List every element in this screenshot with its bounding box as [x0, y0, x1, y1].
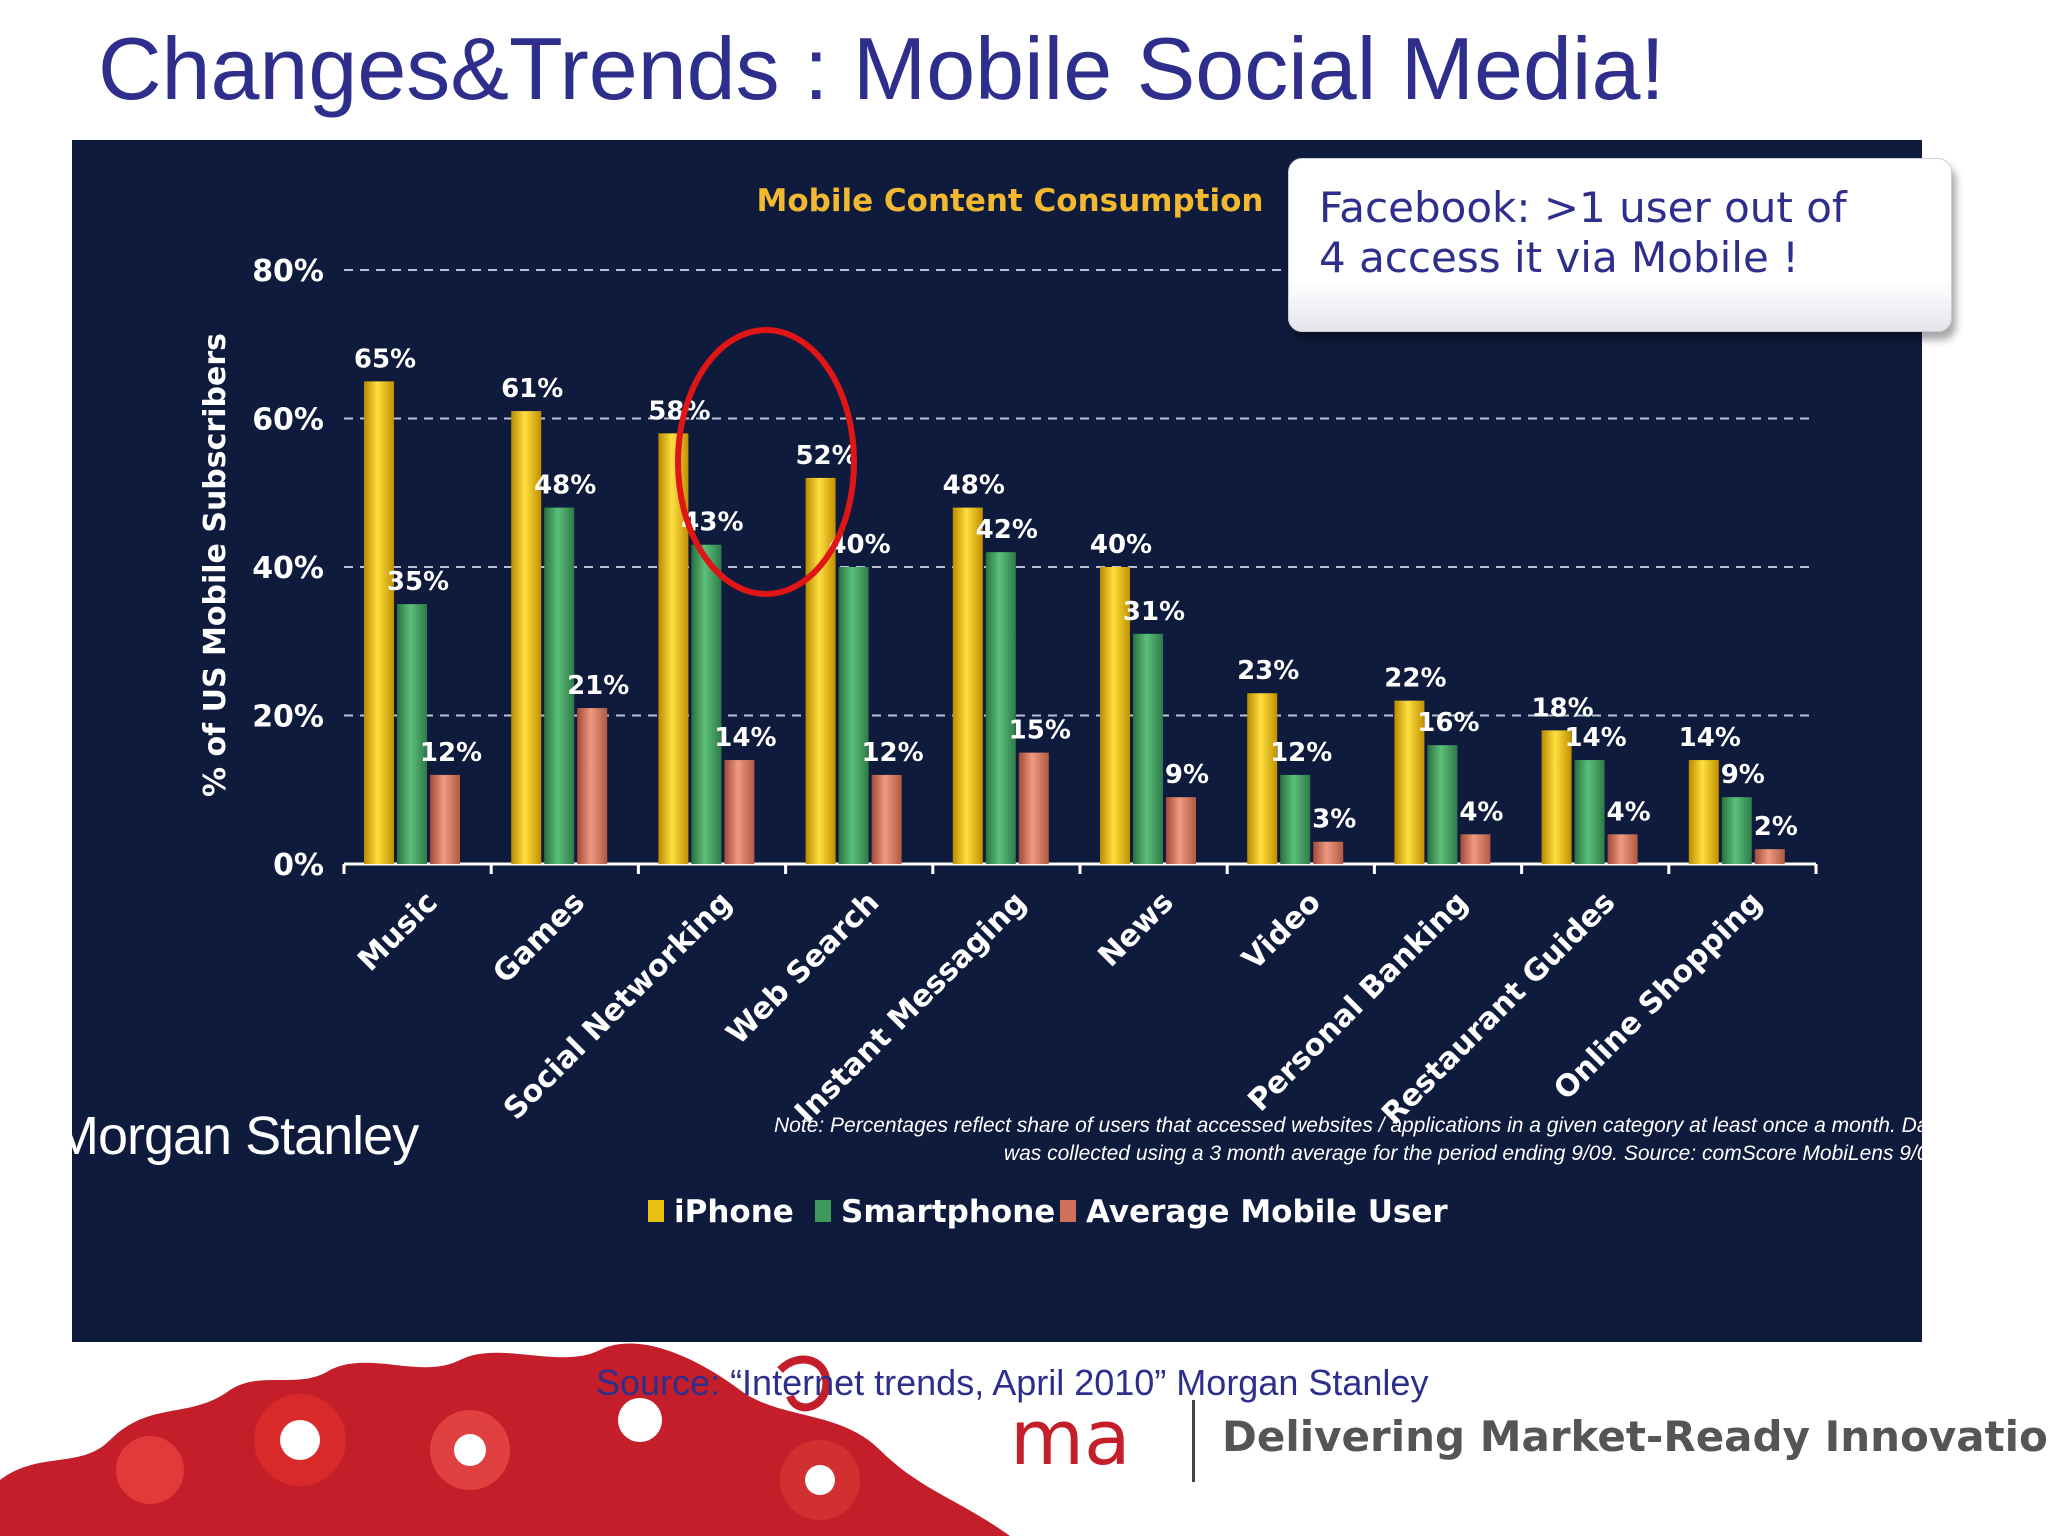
bar [577, 708, 608, 864]
bar [1018, 752, 1049, 864]
bar [1313, 841, 1344, 864]
data-label: 22% [1384, 664, 1446, 694]
bar [1247, 693, 1278, 864]
data-label: 14% [714, 723, 776, 753]
category-label: Web Search [720, 885, 886, 1051]
bar [544, 507, 575, 864]
legend-label: Smartphone [841, 1194, 1055, 1230]
y-tick-label: 0% [273, 848, 324, 883]
bar [1754, 849, 1785, 864]
data-label: 12% [861, 738, 923, 768]
data-label: 16% [1417, 708, 1479, 738]
legend-label: iPhone [674, 1194, 794, 1230]
data-label: 48% [943, 471, 1005, 501]
source-citation: Source: “Internet trends, April 2010” Mo… [596, 1362, 1429, 1403]
chart-panel: Mobile Content Consumption % of US Mobil… [72, 140, 1922, 1342]
legend-swatch [815, 1200, 831, 1222]
bar [952, 507, 983, 864]
legend: iPhone Smartphone Average Mobile User [648, 1194, 1448, 1230]
chart-note: Note: Percentages reflect share of users… [774, 1112, 1946, 1168]
category-label: Games [486, 885, 592, 991]
data-label: 18% [1531, 693, 1593, 723]
category-label: Music [351, 885, 444, 978]
y-tick-label: 80% [252, 254, 324, 289]
data-label: 12% [1270, 738, 1332, 768]
bar [1607, 834, 1638, 864]
bar [364, 381, 394, 864]
y-tick-label: 60% [252, 403, 324, 438]
category-label: Video [1236, 885, 1328, 977]
y-tick-label: 40% [252, 551, 324, 586]
data-label: 4% [1607, 797, 1651, 827]
data-label: 4% [1459, 797, 1503, 827]
legend-label: Average Mobile User [1086, 1194, 1448, 1230]
footer-tagline: Delivering Market-Ready Innovation [1222, 1412, 2048, 1461]
data-label: 15% [1009, 716, 1071, 746]
ma-logo: ma [1010, 1393, 1131, 1482]
callout-line-1: Facebook: >1 user out of [1319, 183, 1847, 232]
morgan-stanley-logo: Morgan Stanley [54, 1106, 419, 1166]
category-label: News [1092, 885, 1181, 974]
bar [871, 774, 902, 864]
note-line-2: was collected using a 3 month average fo… [1003, 1142, 1946, 1165]
bar [1427, 745, 1458, 864]
bar [985, 552, 1016, 864]
bar [724, 760, 755, 864]
data-label: 52% [795, 441, 857, 471]
data-label: 48% [534, 471, 596, 501]
legend-swatch [648, 1200, 664, 1222]
bar [1394, 700, 1425, 864]
callout-line-2: 4 access it via Mobile ! [1319, 233, 1800, 282]
data-label: 2% [1754, 812, 1798, 842]
bar [1460, 834, 1491, 864]
data-label: 9% [1165, 760, 1209, 790]
y-tick-label: 20% [252, 700, 324, 735]
bar [1574, 760, 1605, 864]
bar [1133, 633, 1163, 864]
bar-chart: Mobile Content Consumption % of US Mobil… [198, 183, 1818, 1230]
bar [511, 411, 542, 864]
bar [838, 567, 869, 864]
data-label: 12% [420, 738, 482, 768]
data-label: 9% [1721, 760, 1765, 790]
bar [397, 604, 427, 864]
bar [805, 477, 836, 864]
bar [691, 544, 722, 864]
data-label: 42% [976, 515, 1038, 545]
data-label: 3% [1312, 805, 1356, 835]
data-label: 31% [1123, 597, 1185, 627]
data-label: 21% [567, 671, 629, 701]
data-label: 65% [354, 344, 416, 374]
highlight-circle [675, 327, 857, 597]
data-label: 61% [501, 374, 563, 404]
red-swirl-decoration [0, 1343, 1010, 1536]
note-line-1: Note: Percentages reflect share of users… [774, 1114, 1946, 1137]
data-label: 40% [1090, 530, 1152, 560]
data-label: 14% [1679, 723, 1741, 753]
bar [1688, 760, 1719, 864]
footer-divider [1192, 1400, 1195, 1482]
data-label: 23% [1237, 656, 1299, 686]
bar [1541, 730, 1572, 864]
facebook-callout: Facebook: >1 user out of 4 access it via… [1288, 158, 1952, 332]
slide-title: Changes&Trends : Mobile Social Media! [98, 19, 1665, 118]
data-label: 14% [1564, 723, 1626, 753]
data-label: 35% [387, 567, 449, 597]
page-number: 63 [1985, 1128, 2010, 1153]
y-axis-title: % of US Mobile Subscribers [198, 333, 233, 797]
bar [430, 774, 460, 864]
chart-title: Mobile Content Consumption [757, 183, 1264, 219]
bar [1100, 567, 1130, 864]
bar [1166, 797, 1196, 864]
bar [1721, 797, 1752, 864]
bar [1280, 774, 1311, 864]
legend-swatch [1060, 1200, 1076, 1222]
